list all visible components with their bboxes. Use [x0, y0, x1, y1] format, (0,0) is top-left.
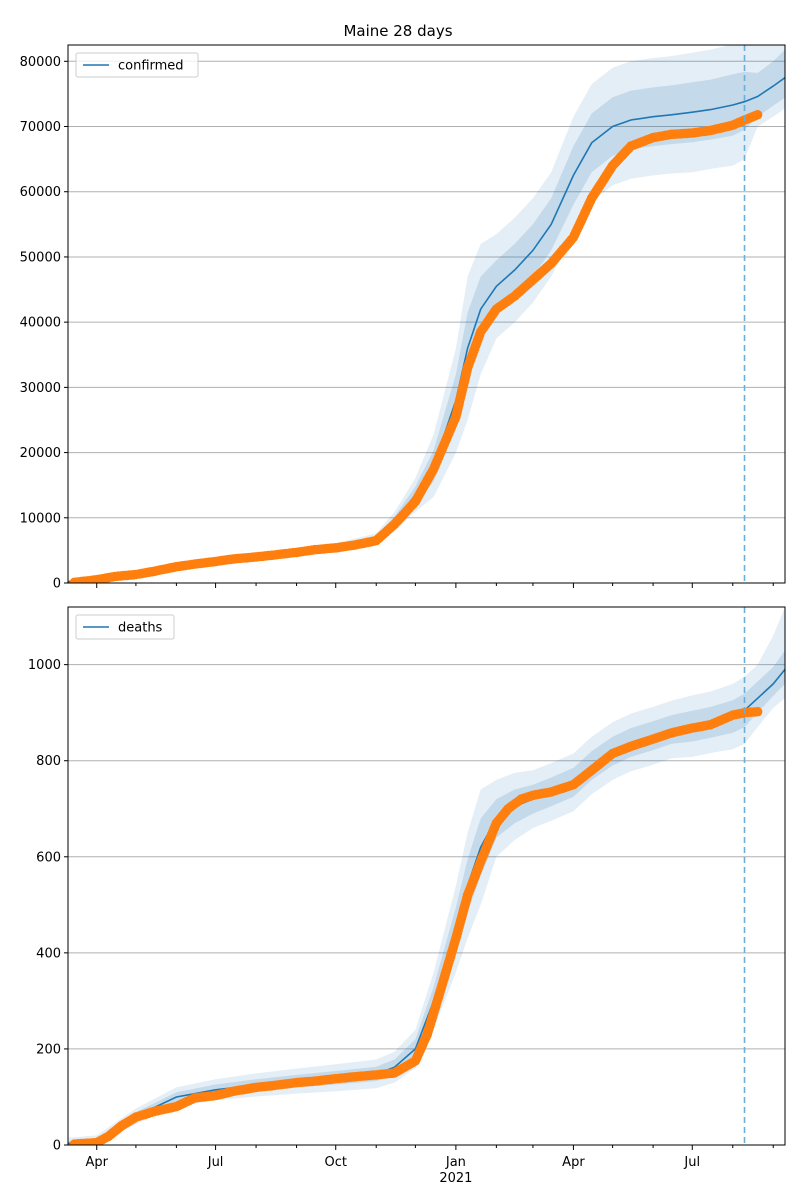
- y-tick-label: 50000: [20, 250, 61, 265]
- y-tick-label: 40000: [20, 316, 61, 331]
- plot-frame: [67, 606, 786, 1146]
- y-tick-label: 400: [36, 946, 61, 961]
- legend-box: [75, 52, 199, 78]
- y-tick-label: 1000: [28, 658, 61, 673]
- legend-label: deaths: [118, 621, 163, 636]
- x-tick-label: Apr: [85, 1155, 108, 1170]
- observed-point: [752, 109, 763, 120]
- confirmed-panel: 0 10000 20000 30000 40000 50000 60000 70000 8000…: [20, 44, 786, 592]
- y-tick-label: 70000: [20, 120, 61, 135]
- x-tick-label: Jul: [683, 1155, 700, 1170]
- legend-box: [75, 614, 175, 640]
- x-tick-label: Jan: [445, 1155, 466, 1170]
- y-tick-label: 200: [36, 1042, 61, 1057]
- y-tick-label: 60000: [20, 185, 61, 200]
- x-tick-label: Apr: [562, 1155, 585, 1170]
- x-axis-labels: Apr Jul Oct Jan Apr Jul 2021: [85, 1155, 700, 1186]
- x-tick-label: Oct: [324, 1155, 346, 1170]
- deaths-panel: 0 200 400 600 800 1000 deaths: [28, 606, 786, 1154]
- x-tick-label: Jul: [207, 1155, 224, 1170]
- plot-frame: [67, 44, 786, 584]
- outer-uncertainty-band: [68, 607, 785, 1145]
- y-tick-label: 30000: [20, 381, 61, 396]
- y-tick-label: 600: [36, 850, 61, 865]
- y-tick-label: 0: [53, 1139, 61, 1154]
- plot-area: [68, 607, 785, 1145]
- y-tick-label: 20000: [20, 446, 61, 461]
- x-year-label: 2021: [439, 1171, 472, 1186]
- chart-title: Maine 28 days: [343, 22, 452, 40]
- y-tick-label: 800: [36, 754, 61, 769]
- observed-point: [752, 706, 763, 717]
- legend-label: confirmed: [118, 59, 184, 74]
- plot-area: [68, 45, 785, 583]
- y-tick-label: 0: [53, 577, 61, 592]
- y-tick-label: 80000: [20, 55, 61, 70]
- y-tick-label: 10000: [20, 511, 61, 526]
